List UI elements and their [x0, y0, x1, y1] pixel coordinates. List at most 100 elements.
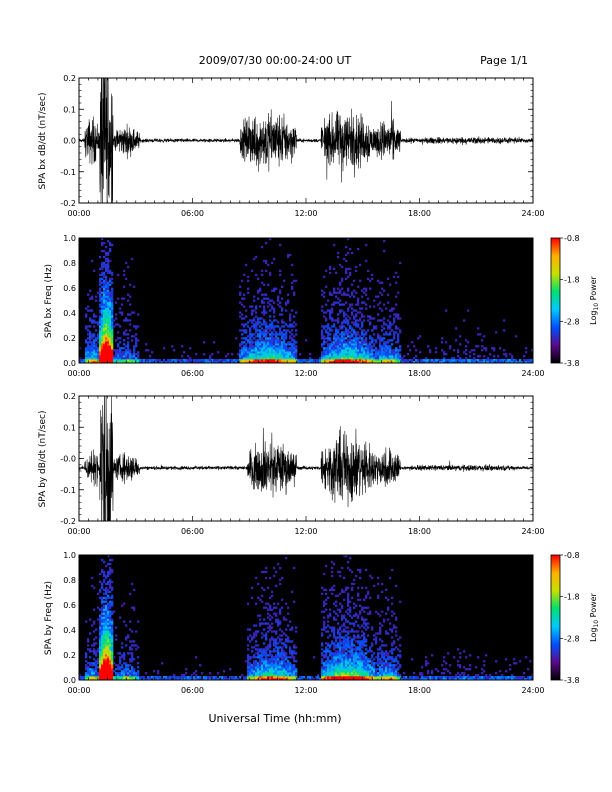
heatmap-cell	[263, 674, 266, 677]
heatmap-cell	[357, 664, 360, 667]
heatmap-cell	[103, 658, 106, 661]
heatmap-cell	[383, 347, 386, 350]
heatmap-cell	[99, 357, 102, 360]
heatmap-cell	[339, 570, 342, 574]
heatmap-cell	[99, 646, 102, 649]
heatmap-cell	[265, 269, 268, 273]
heatmap-cell	[95, 650, 98, 653]
heatmap-cell	[335, 335, 338, 338]
heatmap-cell	[335, 361, 338, 364]
heatmap-cell	[241, 674, 244, 677]
heatmap-cell	[93, 648, 96, 651]
heatmap-cell	[251, 355, 254, 358]
heatmap-cell	[113, 676, 116, 679]
heatmap-cell	[259, 337, 262, 340]
heatmap-cell	[135, 357, 138, 360]
heatmap-cell	[323, 624, 326, 627]
heatmap-cell	[367, 674, 370, 677]
heatmap-cell	[87, 668, 90, 671]
heatmap-cell	[459, 357, 462, 360]
heatmap-cell	[103, 620, 106, 623]
heatmap-cell	[383, 678, 386, 681]
heatmap-cell	[187, 359, 190, 362]
heatmap-cell	[261, 656, 264, 659]
heatmap-cell	[87, 325, 90, 328]
heatmap-cell	[345, 357, 348, 360]
heatmap-cell	[281, 345, 284, 348]
heatmap-cell	[263, 311, 266, 314]
heatmap-cell	[125, 261, 128, 265]
heatmap-cell	[291, 347, 294, 350]
heatmap-cell	[129, 676, 132, 679]
heatmap-cell	[347, 289, 350, 292]
y-tick-label: -0.1	[60, 486, 76, 495]
heatmap-cell	[353, 606, 356, 609]
heatmap-cell	[351, 327, 354, 330]
heatmap-cell	[111, 646, 114, 649]
heatmap-cell	[101, 241, 104, 245]
heatmap-cell	[493, 349, 496, 352]
heatmap-cell	[103, 289, 106, 292]
heatmap-cell	[111, 317, 114, 320]
heatmap-cell	[349, 654, 352, 657]
heatmap-cell	[529, 361, 532, 364]
heatmap-cell	[117, 353, 120, 356]
heatmap-cell	[367, 660, 370, 663]
heatmap-cell	[319, 678, 322, 681]
heatmap-cell	[253, 634, 256, 637]
heatmap-cell	[317, 676, 320, 679]
heatmap-cell	[127, 349, 130, 352]
heatmap-cell	[333, 666, 336, 669]
heatmap-cell	[291, 640, 294, 643]
heatmap-cell	[103, 345, 106, 348]
heatmap-cell	[361, 313, 364, 316]
heatmap-cell	[137, 357, 140, 360]
heatmap-cell	[209, 357, 212, 360]
heatmap-cell	[323, 327, 326, 330]
heatmap-cell	[393, 331, 396, 334]
heatmap-cell	[291, 672, 294, 675]
heatmap-cell	[119, 359, 122, 362]
heatmap-cell	[259, 624, 262, 627]
heatmap-cell	[375, 640, 378, 643]
heatmap-cell	[117, 345, 120, 348]
heatmap-cell	[251, 325, 254, 328]
heatmap-cell	[109, 626, 112, 629]
heatmap-cell	[93, 353, 96, 356]
heatmap-cell	[269, 650, 272, 653]
heatmap-cell	[325, 329, 328, 332]
heatmap-cell	[101, 668, 104, 671]
heatmap-cell	[273, 315, 276, 318]
heatmap-cell	[107, 588, 110, 592]
heatmap-cell	[381, 349, 384, 352]
heatmap-cell	[105, 600, 108, 603]
heatmap-cell	[109, 604, 112, 607]
heatmap-cell	[369, 650, 372, 653]
heatmap-cell	[277, 620, 280, 623]
heatmap-cell	[295, 329, 298, 332]
heatmap-cell	[105, 664, 108, 667]
heatmap-cell	[351, 648, 354, 651]
heatmap-cell	[337, 357, 340, 360]
heatmap-cell	[325, 351, 328, 354]
heatmap-cell	[469, 355, 472, 358]
heatmap-cell	[289, 355, 292, 358]
heatmap-cell	[89, 297, 92, 300]
heatmap-cell	[371, 626, 374, 629]
heatmap-cell	[383, 357, 386, 360]
heatmap-cell	[423, 359, 426, 362]
heatmap-cell	[107, 341, 110, 344]
heatmap-cell	[259, 598, 262, 601]
heatmap-cell	[107, 269, 110, 273]
heatmap-cell	[89, 353, 92, 356]
heatmap-cell	[263, 301, 266, 304]
heatmap-cell	[343, 321, 346, 324]
heatmap-cell	[247, 339, 250, 342]
heatmap-cell	[121, 654, 124, 657]
heatmap-cell	[293, 335, 296, 338]
heatmap-cell	[107, 321, 110, 324]
heatmap-cell	[251, 333, 254, 336]
heatmap-cell	[253, 337, 256, 340]
heatmap-cell	[377, 658, 380, 661]
heatmap-cell	[85, 327, 88, 330]
